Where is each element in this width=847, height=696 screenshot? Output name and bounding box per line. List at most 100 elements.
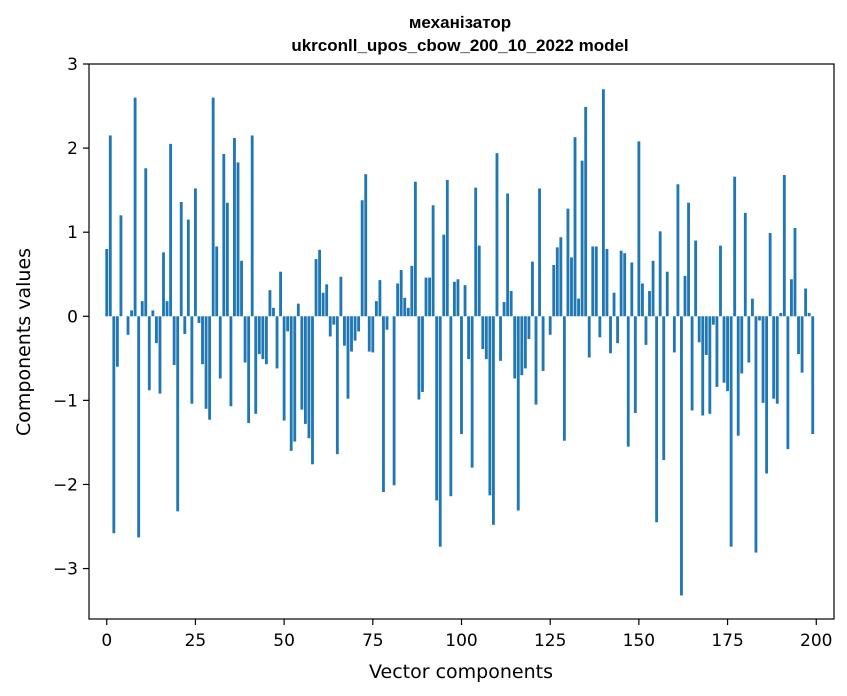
bar-component-100 xyxy=(460,316,463,434)
bar-component-176 xyxy=(729,316,733,547)
y-tick-label: 3 xyxy=(67,55,78,75)
bar-component-19 xyxy=(172,316,176,366)
bar-component-111 xyxy=(499,316,502,361)
bar-component-129 xyxy=(562,316,566,441)
bar-component-6 xyxy=(126,316,130,335)
bar-component-142 xyxy=(609,316,612,354)
x-tick-label: 150 xyxy=(623,631,655,651)
bar-component-145 xyxy=(619,250,623,317)
bar-component-30 xyxy=(211,97,215,317)
bar-component-138 xyxy=(594,246,598,317)
bar-component-118 xyxy=(523,316,527,369)
bar-component-164 xyxy=(687,202,690,317)
bar-component-50 xyxy=(282,316,286,421)
y-axis-ticks: −3 −2 −1 0 1 2 3 xyxy=(53,55,89,580)
y-tick-label: 1 xyxy=(67,223,78,243)
bar-component-114 xyxy=(509,291,513,317)
bar-component-61 xyxy=(321,292,325,317)
bar-component-190 xyxy=(779,312,783,317)
bar-component-84 xyxy=(403,297,407,317)
bar-component-121 xyxy=(534,316,538,405)
bar-component-171 xyxy=(711,316,715,325)
bar-component-94 xyxy=(438,316,442,547)
bar-component-45 xyxy=(264,316,268,365)
bar-component-117 xyxy=(520,316,524,376)
y-tick-label: −3 xyxy=(53,560,78,580)
bar-component-172 xyxy=(715,316,719,387)
bar-component-58 xyxy=(311,316,314,465)
bar-component-41 xyxy=(250,135,254,317)
bar-component-23 xyxy=(186,219,190,317)
bar-component-177 xyxy=(733,176,737,317)
bar-component-183 xyxy=(754,316,758,553)
bar-component-158 xyxy=(665,271,669,317)
bar-component-173 xyxy=(719,245,722,317)
bar-component-144 xyxy=(616,316,620,344)
bar-component-160 xyxy=(672,316,676,353)
bar-component-128 xyxy=(559,237,563,317)
bar-component-92 xyxy=(431,205,435,317)
bar-component-131 xyxy=(570,257,573,317)
bar-component-167 xyxy=(697,316,701,343)
bar-component-135 xyxy=(584,106,588,317)
bar-component-153 xyxy=(648,291,651,317)
bar-component-166 xyxy=(694,240,698,317)
bar-component-86 xyxy=(410,265,414,317)
bar-component-156 xyxy=(658,231,662,317)
bar-component-26 xyxy=(197,316,201,323)
bar-component-79 xyxy=(385,316,389,330)
bar-component-151 xyxy=(641,283,644,317)
bar-component-105 xyxy=(477,245,481,317)
bar-component-110 xyxy=(495,153,499,317)
bar-component-1 xyxy=(108,135,112,317)
bar-component-59 xyxy=(314,259,318,317)
bar-component-46 xyxy=(268,290,272,317)
bar-component-55 xyxy=(300,316,304,410)
bar-component-35 xyxy=(229,316,233,407)
bar-component-163 xyxy=(683,275,687,317)
bar-component-187 xyxy=(768,233,772,317)
bar-component-137 xyxy=(591,246,595,317)
bar-component-103 xyxy=(470,316,474,468)
bar-component-91 xyxy=(428,277,431,317)
x-tick-label: 100 xyxy=(445,631,477,651)
bar-component-150 xyxy=(637,141,641,317)
bar-component-71 xyxy=(357,316,361,332)
x-tick-label: 50 xyxy=(273,631,295,651)
bar-component-60 xyxy=(318,249,322,317)
bar-component-192 xyxy=(786,316,790,450)
bar-component-4 xyxy=(119,215,123,317)
bar-component-99 xyxy=(456,279,460,317)
bar-component-97 xyxy=(449,316,453,497)
bar-component-191 xyxy=(782,175,786,317)
bar-component-133 xyxy=(577,298,580,317)
bar-component-155 xyxy=(655,316,659,523)
bar-component-174 xyxy=(722,316,726,383)
bar-component-66 xyxy=(339,276,343,317)
bar-component-69 xyxy=(350,316,353,352)
bar-component-37 xyxy=(236,162,240,317)
bar-component-65 xyxy=(335,316,339,455)
bar-component-182 xyxy=(750,298,754,317)
bar-component-123 xyxy=(541,316,545,371)
x-tick-label: 75 xyxy=(362,631,384,651)
bar-component-12 xyxy=(147,316,151,391)
bar-component-89 xyxy=(421,316,424,392)
bar-component-38 xyxy=(240,260,243,317)
bar-component-47 xyxy=(272,307,275,317)
bar-component-78 xyxy=(382,316,385,493)
bar-component-29 xyxy=(208,316,212,420)
bar-component-108 xyxy=(488,316,492,496)
bar-component-17 xyxy=(165,301,169,317)
bar-component-130 xyxy=(566,208,570,317)
bar-component-188 xyxy=(772,316,776,399)
bar-component-139 xyxy=(598,316,602,338)
bar-component-25 xyxy=(194,188,197,317)
y-axis-label: Components values xyxy=(13,248,35,436)
bar-component-31 xyxy=(215,246,219,317)
bar-component-136 xyxy=(587,316,591,358)
bar-component-143 xyxy=(612,292,616,317)
bar-component-20 xyxy=(176,316,180,512)
bar-component-7 xyxy=(130,310,133,317)
plot-area-frame xyxy=(88,63,835,620)
